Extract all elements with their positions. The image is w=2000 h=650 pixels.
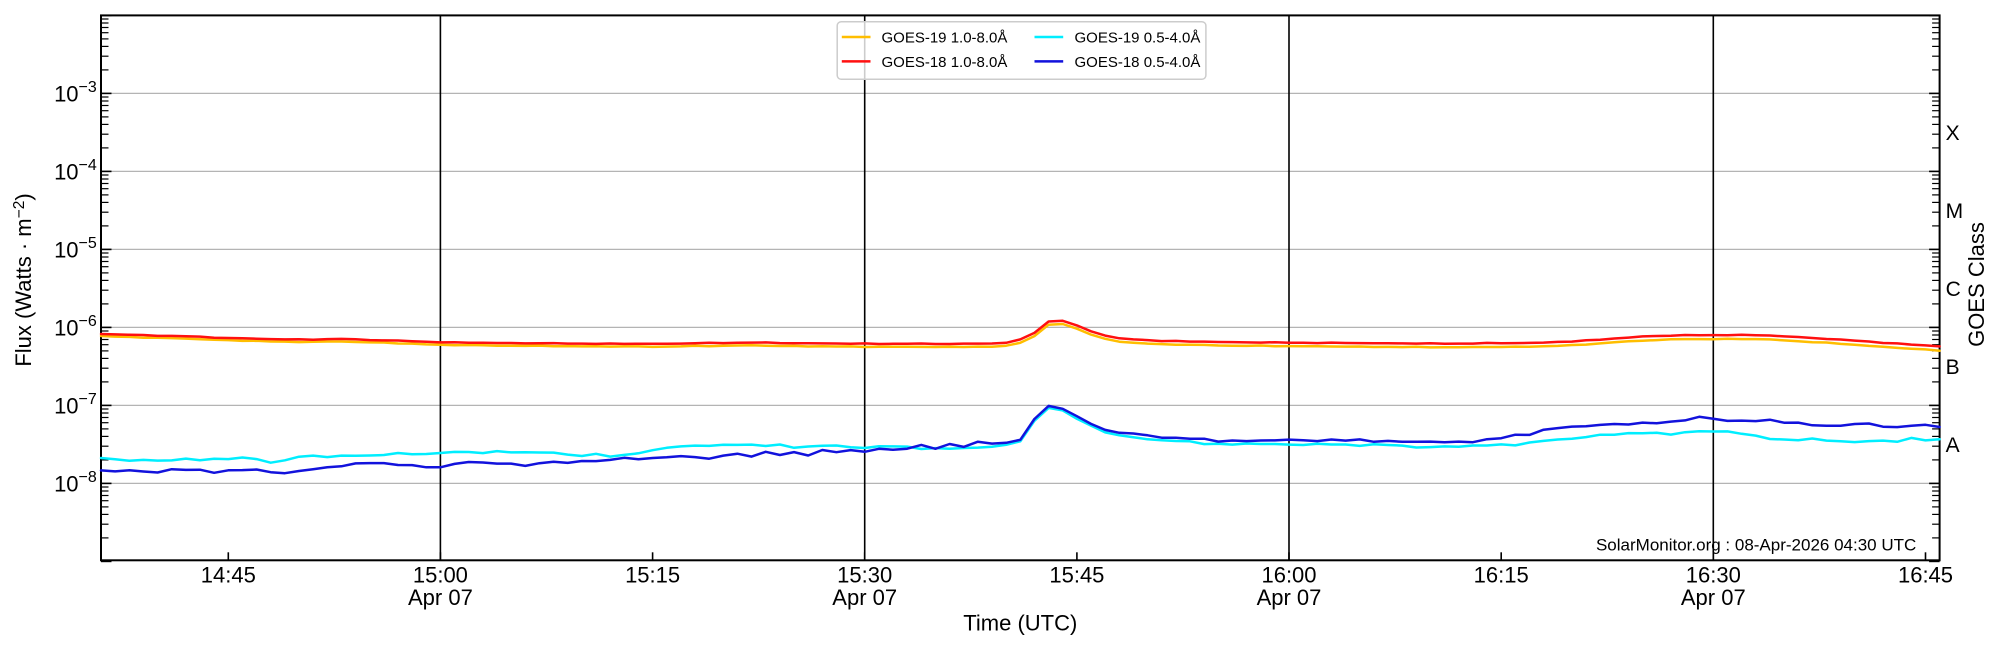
svg-text:16:00: 16:00: [1261, 562, 1316, 587]
svg-text:15:15: 15:15: [625, 562, 680, 587]
svg-text:GOES-18 1.0-8.0Å: GOES-18 1.0-8.0Å: [882, 54, 1008, 71]
svg-text:16:45: 16:45: [1898, 562, 1953, 587]
svg-text:Apr 07: Apr 07: [1681, 585, 1746, 610]
svg-text:10−5: 10−5: [54, 235, 97, 263]
svg-text:14:45: 14:45: [201, 562, 256, 587]
svg-text:Apr 07: Apr 07: [408, 585, 473, 610]
svg-text:Flux (Watts · m−2): Flux (Watts · m−2): [11, 193, 36, 366]
svg-text:M: M: [1946, 200, 1964, 223]
svg-text:C: C: [1946, 278, 1961, 301]
svg-text:A: A: [1946, 434, 1960, 457]
svg-text:16:30: 16:30: [1686, 562, 1741, 587]
svg-text:GOES Class: GOES Class: [1964, 222, 1989, 347]
svg-text:16:15: 16:15: [1474, 562, 1529, 587]
svg-text:15:00: 15:00: [413, 562, 468, 587]
svg-text:15:30: 15:30: [837, 562, 892, 587]
svg-text:Time (UTC): Time (UTC): [963, 611, 1077, 636]
svg-text:GOES-19 1.0-8.0Å: GOES-19 1.0-8.0Å: [882, 30, 1008, 47]
svg-text:GOES-18 0.5-4.0Å: GOES-18 0.5-4.0Å: [1075, 54, 1201, 71]
svg-text:Apr 07: Apr 07: [832, 585, 897, 610]
svg-text:SolarMonitor.org : 08-Apr-2026: SolarMonitor.org : 08-Apr-2026 04:30 UTC: [1596, 536, 1916, 555]
svg-text:Apr 07: Apr 07: [1257, 585, 1322, 610]
svg-text:X: X: [1946, 122, 1960, 145]
svg-text:GOES-19 0.5-4.0Å: GOES-19 0.5-4.0Å: [1075, 30, 1201, 47]
svg-text:15:45: 15:45: [1049, 562, 1104, 587]
svg-text:B: B: [1946, 356, 1960, 379]
